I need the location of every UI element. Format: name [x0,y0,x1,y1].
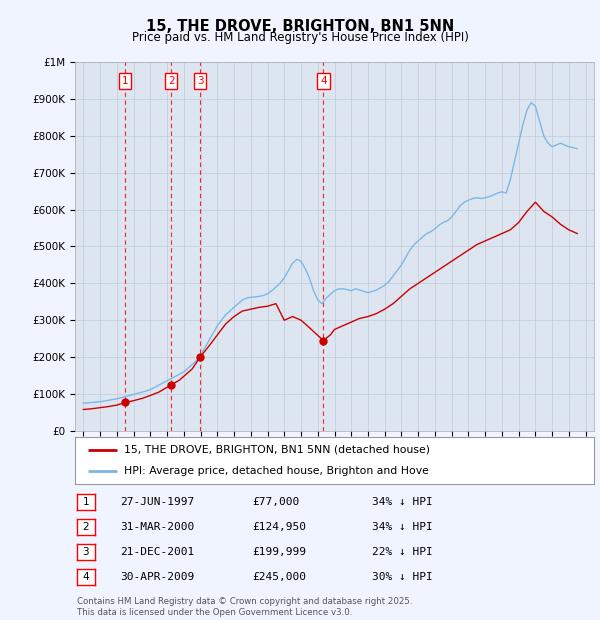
Text: 22% ↓ HPI: 22% ↓ HPI [372,547,433,557]
Text: £199,999: £199,999 [252,547,306,557]
Text: 21-DEC-2001: 21-DEC-2001 [120,547,194,557]
Text: 2: 2 [168,76,175,86]
Text: 27-JUN-1997: 27-JUN-1997 [120,497,194,507]
Text: HPI: Average price, detached house, Brighton and Hove: HPI: Average price, detached house, Brig… [124,466,429,476]
Text: £245,000: £245,000 [252,572,306,582]
Text: Price paid vs. HM Land Registry's House Price Index (HPI): Price paid vs. HM Land Registry's House … [131,31,469,44]
Text: 3: 3 [197,76,203,86]
Text: 3: 3 [82,547,89,557]
Text: 31-MAR-2000: 31-MAR-2000 [120,522,194,532]
Text: 34% ↓ HPI: 34% ↓ HPI [372,522,433,532]
Text: 30% ↓ HPI: 30% ↓ HPI [372,572,433,582]
Text: 15, THE DROVE, BRIGHTON, BN1 5NN: 15, THE DROVE, BRIGHTON, BN1 5NN [146,19,454,33]
Text: 1: 1 [122,76,128,86]
Text: 15, THE DROVE, BRIGHTON, BN1 5NN (detached house): 15, THE DROVE, BRIGHTON, BN1 5NN (detach… [124,445,430,454]
Text: 34% ↓ HPI: 34% ↓ HPI [372,497,433,507]
Text: 2: 2 [82,522,89,532]
Text: 1: 1 [82,497,89,507]
Text: £77,000: £77,000 [252,497,299,507]
Text: 4: 4 [320,76,326,86]
Text: 30-APR-2009: 30-APR-2009 [120,572,194,582]
Text: £124,950: £124,950 [252,522,306,532]
Text: Contains HM Land Registry data © Crown copyright and database right 2025.
This d: Contains HM Land Registry data © Crown c… [77,598,412,617]
Text: 4: 4 [82,572,89,582]
